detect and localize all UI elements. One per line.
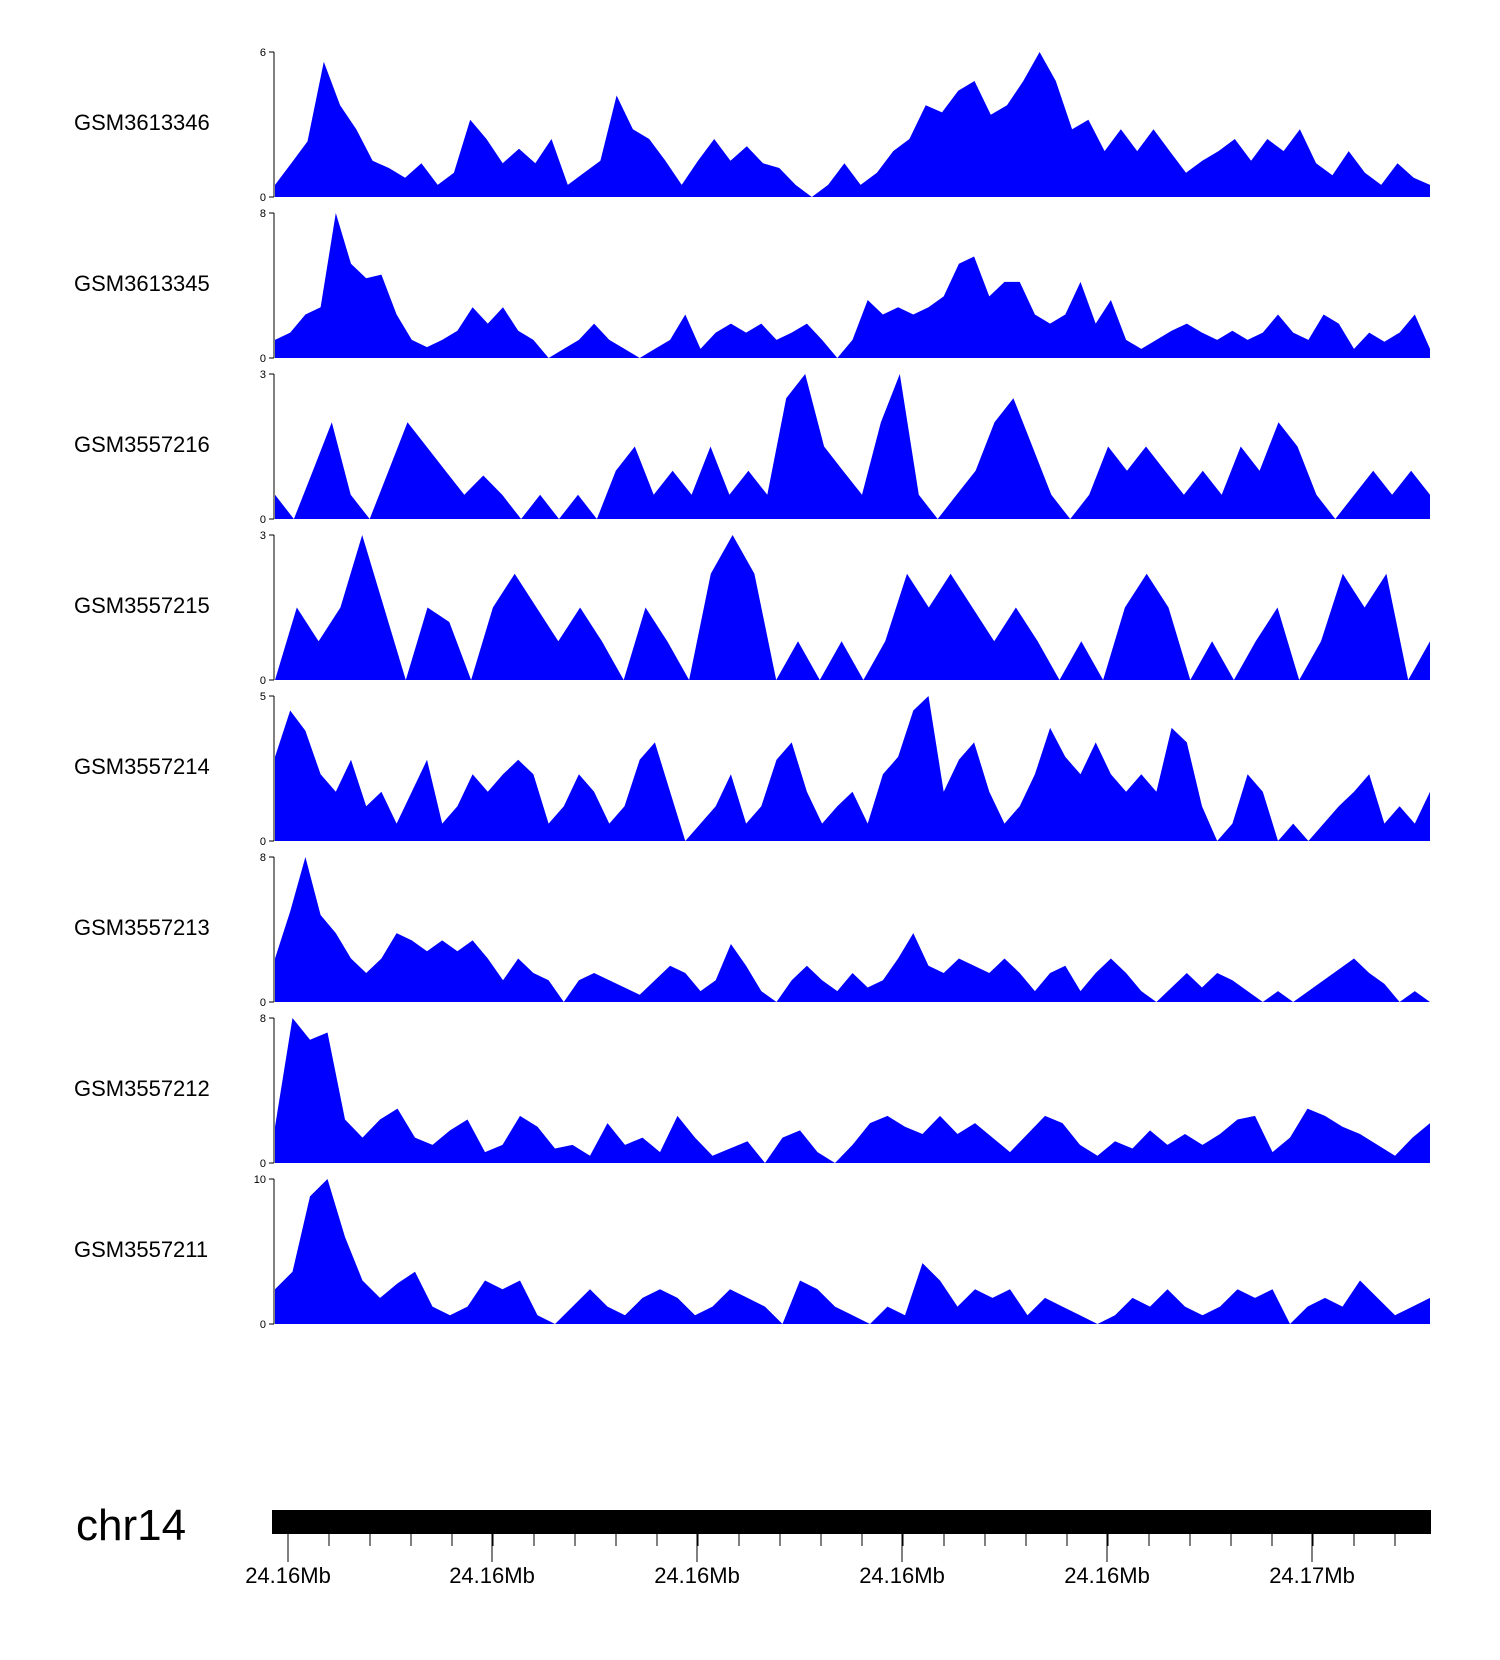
y-tick-label-min: 0 (260, 353, 266, 365)
y-tick-label-min: 0 (260, 192, 266, 204)
y-tick-label-max: 8 (260, 852, 266, 864)
y-tick-label-min: 0 (260, 675, 266, 687)
coverage-area (275, 1018, 1430, 1163)
track-label: GSM3557212 (74, 1076, 210, 1101)
x-tick-label: 24.17Mb (1269, 1563, 1355, 1588)
coverage-tracks: GSM361334660GSM361334580GSM355721630GSM3… (74, 47, 1430, 1331)
coverage-area (275, 213, 1430, 358)
y-tick-label-min: 0 (260, 1158, 266, 1170)
x-axis-ticks: 24.16Mb 24.16Mb 24.16Mb 24.16Mb 24.16Mb 24.17… (245, 1534, 1396, 1588)
x-tick-label: 24.16Mb (1064, 1563, 1150, 1588)
track-GSM3557212: GSM3557212 8 0 (74, 1013, 1430, 1170)
coverage-area (275, 696, 1430, 841)
x-tick-label: 24.16Mb (449, 1563, 535, 1588)
coverage-area (275, 535, 1430, 680)
track-GSM3557211: GSM3557211 10 0 (74, 1174, 1430, 1331)
x-tick-label: 24.16Mb (859, 1563, 945, 1588)
y-tick-label-min: 0 (260, 514, 266, 526)
chromosome-bar (272, 1510, 1431, 1534)
coverage-area (275, 857, 1430, 1002)
y-tick-label-max: 3 (260, 530, 266, 542)
chromosome-axis: chr14 24.16Mb 24.16Mb 24.16Mb 24.16Mb 24.16M… (76, 1501, 1431, 1588)
track-GSM3557216: GSM3557216 3 0 (74, 369, 1430, 526)
track-GSM3557214: GSM3557214 5 0 (74, 691, 1430, 848)
track-label: GSM3557211 (74, 1237, 208, 1262)
coverage-area (275, 1179, 1430, 1324)
track-label: GSM3557216 (74, 432, 210, 457)
track-label: GSM3613345 (74, 271, 210, 296)
track-GSM3613346: GSM3613346 6 0 (74, 47, 1430, 204)
track-label: GSM3557215 (74, 593, 210, 618)
coverage-area (275, 52, 1430, 197)
y-tick-label-max: 8 (260, 1013, 266, 1025)
y-tick-label-max: 6 (260, 47, 266, 59)
y-tick-label-max: 3 (260, 369, 266, 381)
y-tick-label-max: 8 (260, 208, 266, 220)
y-tick-label-max: 10 (254, 1174, 266, 1186)
y-tick-label-min: 0 (260, 1319, 266, 1331)
coverage-area (275, 374, 1430, 519)
y-tick-label-min: 0 (260, 836, 266, 848)
track-label: GSM3557214 (74, 754, 210, 779)
track-GSM3557215: GSM3557215 3 0 (74, 530, 1430, 687)
track-GSM3557213: GSM3557213 8 0 (74, 852, 1430, 1009)
track-GSM3613345: GSM3613345 8 0 (74, 208, 1430, 365)
x-tick-label: 24.16Mb (245, 1563, 331, 1588)
chromosome-label: chr14 (76, 1501, 186, 1550)
x-tick-label: 24.16Mb (654, 1563, 740, 1588)
track-label: GSM3557213 (74, 915, 210, 940)
y-tick-label-min: 0 (260, 997, 266, 1009)
y-tick-label-max: 5 (260, 691, 266, 703)
track-label: GSM3613346 (74, 110, 210, 135)
